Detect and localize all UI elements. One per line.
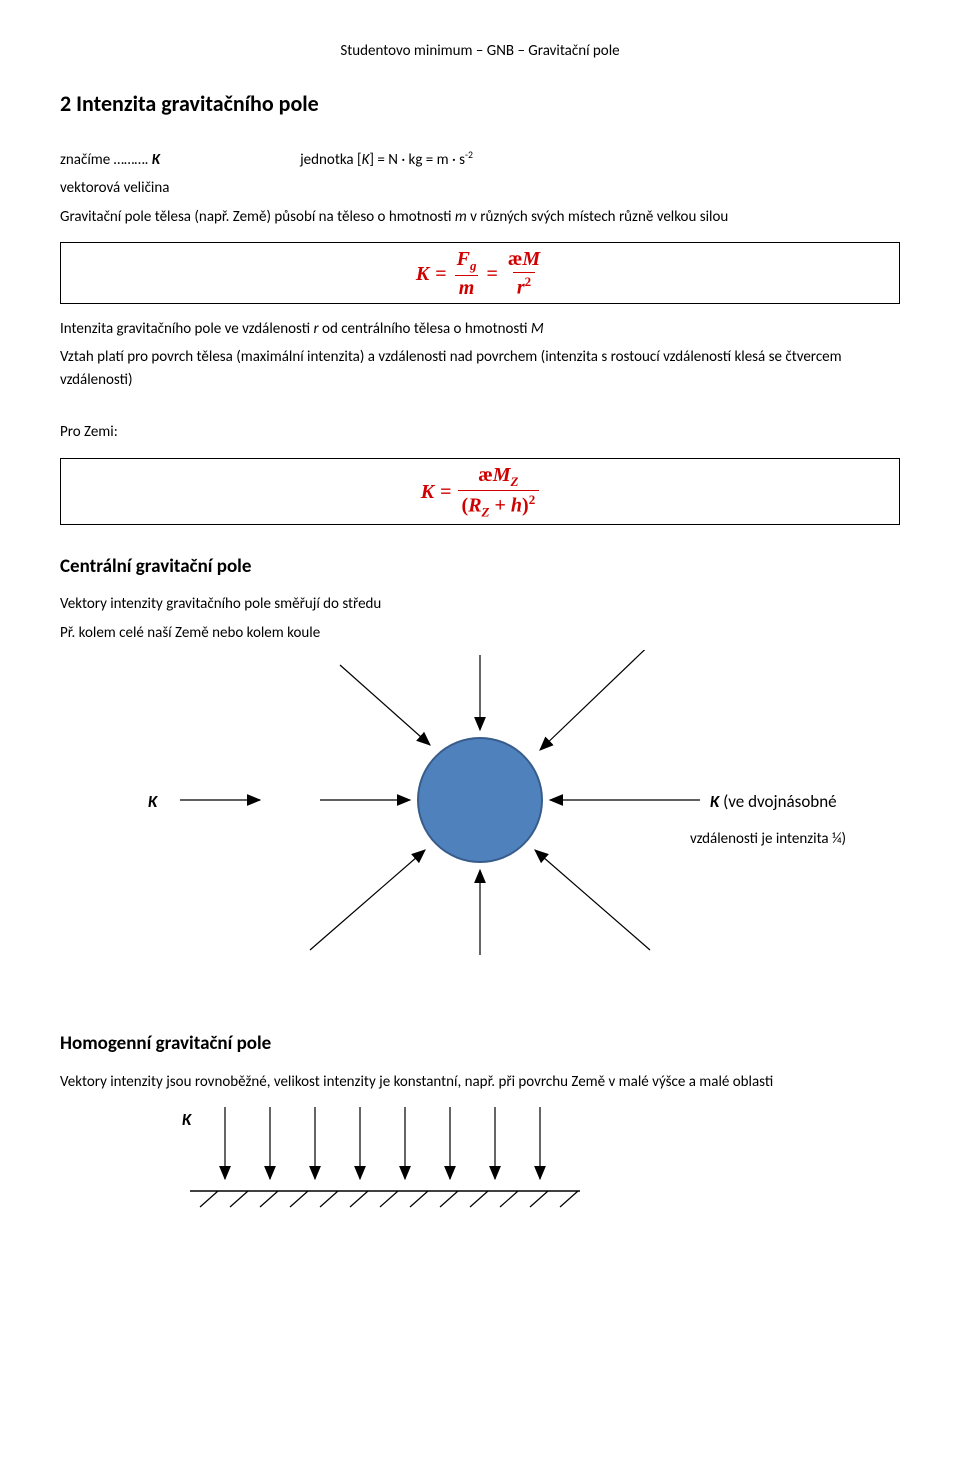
line3b: v různých svých místech různě velkou sil… <box>467 208 729 226</box>
f1-F: F <box>457 248 470 270</box>
f2-sq: 2 <box>529 492 536 507</box>
central-sphere <box>418 738 542 862</box>
homog-p: Vektory intenzity jsou rovnoběžné, velik… <box>60 1071 900 1094</box>
central-p2: Př. kolem celé naší Země nebo kolem koul… <box>60 622 900 645</box>
f2-ae: æ <box>478 464 492 486</box>
homog-arrows <box>225 1107 540 1179</box>
f1-m: m <box>455 275 479 299</box>
vektorova-text: vektorová veličina <box>60 177 900 200</box>
line3a: Gravitační pole tělesa (např. Země) půso… <box>60 208 455 226</box>
f1-ae: æ <box>508 248 522 270</box>
f2-R: R <box>468 495 481 517</box>
homog-K-label: K <box>182 1109 192 1130</box>
f1-K: K <box>416 259 429 289</box>
znacime-text: značíme ………. <box>60 151 148 169</box>
f1-g: g <box>470 258 477 273</box>
k-right-label: K (ve dvojnásobné <box>710 789 837 815</box>
f2-frac: æMZ (RZ + h)2 <box>458 465 540 520</box>
arrow-in <box>535 850 650 950</box>
intenzita-text: Intenzita gravitačního pole ve vzdálenos… <box>60 318 900 341</box>
page-header: Studentovo minimum – GNB – Gravitační po… <box>60 40 900 63</box>
ground-hatch <box>200 1191 578 1207</box>
f2-RZ: Z <box>482 505 490 520</box>
arrow-in <box>340 665 430 745</box>
grav-pole-text: Gravitační pole tělesa (např. Země) půso… <box>60 206 900 229</box>
formula-2-box: K = æMZ (RZ + h)2 <box>60 458 900 525</box>
f1-frac1: Fg m <box>453 249 481 299</box>
unit-exp: -2 <box>465 149 473 161</box>
vztah-text: Vztah platí pro povrch tělesa (maximální… <box>60 346 900 391</box>
f2-MZ: Z <box>511 474 519 489</box>
arrow-in <box>540 650 660 750</box>
homog-field-diagram: K <box>60 1099 900 1214</box>
f2-plus: + <box>490 495 511 517</box>
f2-h: h <box>511 495 522 517</box>
symbol-m: m <box>455 208 467 226</box>
unit-prefix: jednotka [ <box>300 151 362 169</box>
symbol-K: K <box>152 151 160 169</box>
f2-eq: = <box>440 477 451 507</box>
formula-2: K = æMZ (RZ + h)2 <box>421 465 539 520</box>
central-p1: Vektory intenzity gravitačního pole směř… <box>60 593 900 616</box>
line4a: Intenzita gravitačního pole ve vzdálenos… <box>60 320 313 338</box>
title-h1: 2 Intenzita gravitačního pole <box>60 87 900 120</box>
k-left-label: K <box>148 789 157 815</box>
k-right-K: K <box>710 791 719 812</box>
central-field-diagram: K K (ve dvojnásobné vzdálenosti je inten… <box>60 650 900 960</box>
line4b: od centrálního tělesa o hmotnosti <box>319 320 531 338</box>
formula-1: K = Fg m = æM r2 <box>416 249 544 299</box>
homog-svg: K <box>60 1099 660 1214</box>
formula-1-box: K = Fg m = æM r2 <box>60 242 900 304</box>
symbol-M: M <box>531 320 544 338</box>
h2-central: Centrální gravitační pole <box>60 553 900 582</box>
h2-homog: Homogenní gravitační pole <box>60 1030 900 1059</box>
arrow-in <box>310 850 425 950</box>
f2-K: K <box>421 477 434 507</box>
k-right-txt2: vzdálenosti je intenzita ¼) <box>690 828 846 851</box>
f1-M: M <box>522 248 540 270</box>
f2-rp: ) <box>522 495 529 517</box>
k-right-txt1: (ve dvojnásobné <box>719 791 836 812</box>
f1-sq: 2 <box>525 274 532 289</box>
znacime-label: značíme ………. K <box>60 149 160 172</box>
f1-frac2: æM r2 <box>504 249 544 299</box>
unit-rest: ] = N · kg = m · s <box>369 151 465 169</box>
f2-M: M <box>493 464 511 486</box>
line-znacime: značíme ………. K jednotka [K] = N · kg = m… <box>60 148 900 172</box>
f1-eq1: = <box>435 259 446 289</box>
f1-eq2: = <box>486 259 497 289</box>
pro-zemi-label: Pro Zemi: <box>60 421 900 444</box>
f1-r: r <box>517 277 525 299</box>
jednotka-text: jednotka [K] = N · kg = m · s-2 <box>300 148 473 172</box>
